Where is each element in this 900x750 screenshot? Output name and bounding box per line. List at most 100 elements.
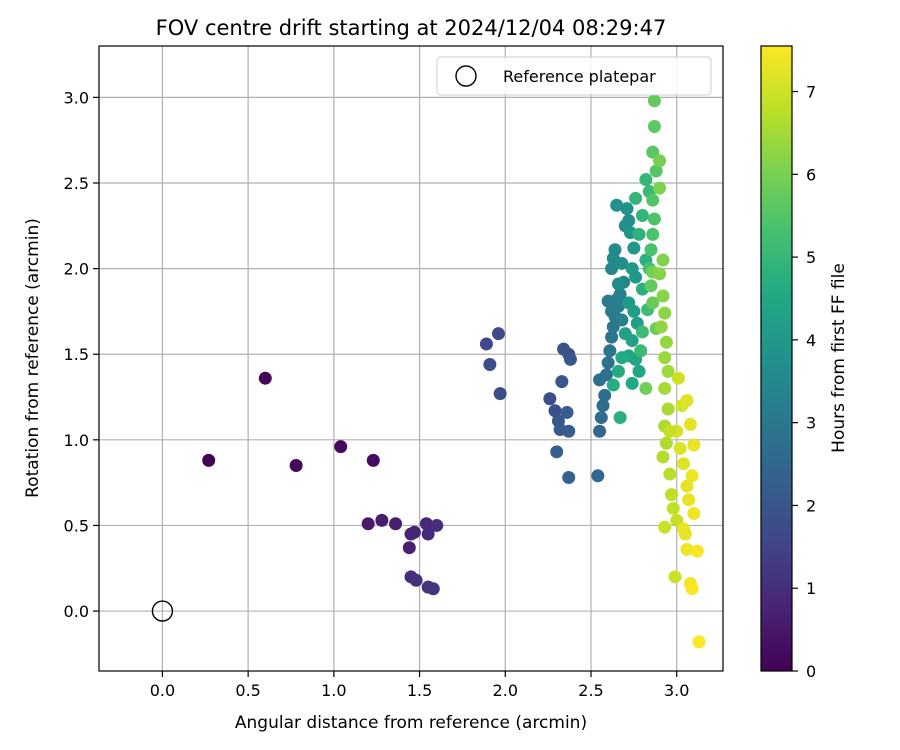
data-point	[683, 417, 697, 431]
data-points	[202, 94, 706, 649]
legend: Reference platepar	[436, 56, 712, 96]
data-point	[402, 541, 416, 555]
data-point	[620, 202, 634, 216]
data-point	[361, 517, 375, 531]
data-point	[632, 227, 646, 241]
axis-ticks: 0.0 0.5 1.0 1.5 2.0 2.5 3.0 0.0 0.5 1.0 1.5 2.0 2.5 3…	[64, 88, 690, 700]
data-point	[625, 334, 639, 348]
colorbar-tick-label: 0	[806, 662, 816, 681]
data-point	[622, 214, 636, 228]
data-point	[419, 517, 433, 531]
data-point	[375, 513, 389, 527]
data-point	[613, 411, 627, 425]
data-point	[493, 387, 507, 401]
data-point	[654, 320, 668, 334]
data-point	[644, 279, 658, 293]
x-tick-label: 0.0	[150, 681, 175, 700]
data-point	[661, 402, 675, 416]
data-point	[491, 327, 505, 341]
data-point	[665, 488, 679, 502]
data-point	[605, 330, 619, 344]
data-point	[663, 467, 677, 481]
data-point	[627, 241, 641, 255]
data-point	[635, 325, 649, 339]
data-point	[615, 313, 629, 327]
reference-point-marker	[151, 600, 174, 622]
data-point	[409, 573, 423, 587]
data-point	[483, 357, 497, 371]
y-axis-label: Rotation from reference (arcmin)	[23, 218, 43, 498]
x-tick-label: 1.0	[321, 681, 346, 700]
data-point	[647, 212, 661, 226]
colorbar-ticks: 0 1 2 3 4 5 6 7	[792, 83, 816, 681]
data-point	[421, 527, 435, 541]
colorbar-tick-label: 5	[806, 248, 816, 267]
data-point	[668, 570, 682, 584]
data-point	[627, 304, 641, 318]
y-tick-label: 1.0	[64, 431, 89, 450]
legend-entry-reference-platepar: Reference platepar	[503, 67, 656, 86]
data-point	[407, 525, 421, 539]
data-point	[596, 399, 610, 413]
legend-box	[436, 56, 712, 96]
data-point	[682, 493, 696, 507]
x-axis-label: Angular distance from reference (arcmin)	[235, 713, 587, 733]
data-point	[635, 209, 649, 223]
data-point	[692, 635, 706, 649]
data-point	[680, 542, 694, 556]
colorbar-tick-label: 4	[806, 331, 816, 350]
data-point	[649, 164, 663, 178]
data-point	[563, 352, 577, 366]
data-point	[656, 289, 670, 303]
plot-area-frame	[98, 45, 724, 672]
data-point	[366, 453, 380, 467]
data-point	[426, 582, 440, 596]
y-tick-label: 2.0	[64, 260, 89, 279]
data-point	[644, 243, 658, 257]
data-point	[639, 173, 653, 187]
data-point	[594, 411, 608, 425]
colorbar: 0 1 2 3 4 5 6 7 Hours from first FF file	[760, 45, 849, 681]
data-point	[663, 424, 677, 438]
data-point	[629, 270, 643, 284]
y-tick-label: 2.5	[64, 174, 89, 193]
data-point	[606, 378, 620, 392]
data-point	[658, 520, 672, 534]
data-point	[599, 368, 613, 382]
y-tick-label: 3.0	[64, 88, 89, 107]
data-point	[656, 450, 670, 464]
data-point	[632, 364, 646, 378]
colorbar-gradient	[760, 45, 793, 672]
data-point	[646, 296, 660, 310]
data-point	[685, 469, 699, 483]
colorbar-tick-label: 1	[806, 579, 816, 598]
colorbar-tick-label: 2	[806, 496, 816, 515]
data-point	[555, 375, 569, 389]
y-tick-label: 1.5	[64, 345, 89, 364]
data-point	[593, 424, 607, 438]
data-point	[680, 393, 694, 407]
data-point	[601, 356, 615, 370]
data-point	[653, 154, 667, 168]
data-point	[615, 256, 629, 270]
data-point	[562, 471, 576, 485]
x-tick-label: 2.5	[578, 681, 603, 700]
data-point	[550, 445, 564, 459]
data-point	[671, 371, 685, 385]
data-point	[673, 441, 687, 455]
y-tick-label: 0.0	[64, 602, 89, 621]
x-tick-label: 1.5	[407, 681, 432, 700]
colorbar-tick-label: 6	[806, 165, 816, 184]
data-point	[647, 119, 661, 133]
data-point	[289, 459, 303, 473]
data-point	[625, 376, 639, 390]
data-point	[678, 527, 692, 541]
data-point	[430, 518, 444, 532]
data-point	[666, 501, 680, 515]
x-tick-label: 3.0	[664, 681, 689, 700]
data-point	[611, 364, 625, 378]
data-point	[687, 438, 701, 452]
grid	[99, 46, 723, 671]
data-point	[656, 253, 670, 267]
